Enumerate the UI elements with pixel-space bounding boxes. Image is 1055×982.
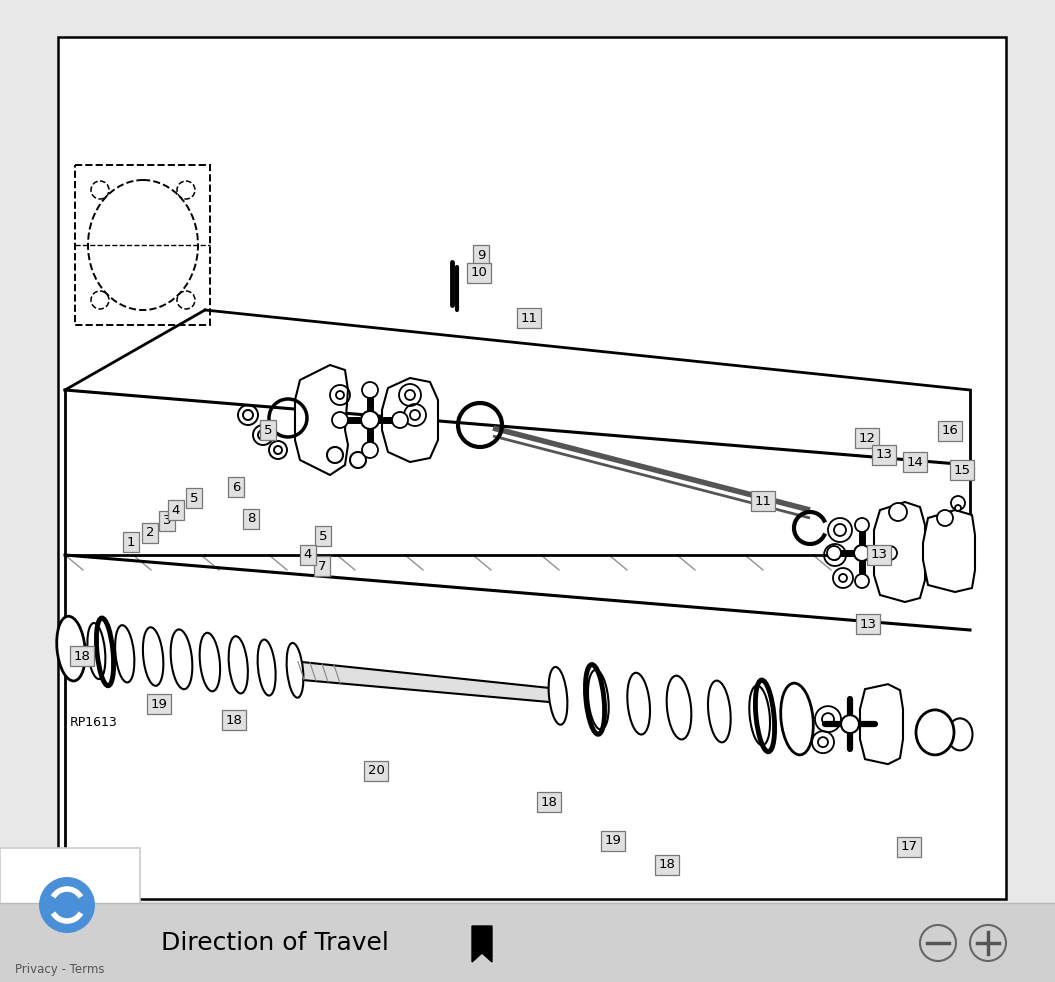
- Text: 11: 11: [520, 311, 537, 324]
- Text: 15: 15: [954, 464, 971, 476]
- Circle shape: [362, 382, 378, 398]
- Polygon shape: [923, 510, 975, 592]
- Ellipse shape: [781, 683, 813, 755]
- Text: 12: 12: [859, 431, 876, 445]
- Text: 5: 5: [190, 492, 198, 505]
- Ellipse shape: [287, 643, 304, 697]
- Text: 7: 7: [318, 560, 326, 573]
- Circle shape: [841, 715, 859, 734]
- Ellipse shape: [115, 626, 134, 682]
- Text: 20: 20: [367, 765, 384, 778]
- Text: 19: 19: [605, 835, 621, 847]
- Polygon shape: [860, 684, 903, 764]
- Ellipse shape: [199, 632, 220, 691]
- Polygon shape: [298, 662, 555, 702]
- Ellipse shape: [667, 676, 691, 739]
- Ellipse shape: [708, 681, 731, 742]
- Ellipse shape: [549, 667, 568, 725]
- Ellipse shape: [229, 636, 248, 693]
- Polygon shape: [472, 926, 492, 962]
- Ellipse shape: [257, 639, 275, 695]
- Circle shape: [332, 412, 348, 428]
- Circle shape: [392, 412, 408, 428]
- Text: 10: 10: [471, 266, 487, 280]
- Circle shape: [853, 545, 870, 561]
- Text: 13: 13: [870, 549, 887, 562]
- Ellipse shape: [749, 685, 770, 745]
- Ellipse shape: [142, 627, 164, 685]
- Text: 13: 13: [860, 618, 877, 630]
- Polygon shape: [382, 378, 438, 462]
- Circle shape: [39, 877, 95, 933]
- Circle shape: [951, 496, 965, 510]
- Text: 18: 18: [226, 714, 243, 727]
- Bar: [58, 37, 1006, 899]
- Text: 8: 8: [247, 513, 255, 525]
- Circle shape: [361, 411, 379, 429]
- Circle shape: [827, 546, 841, 560]
- Text: 16: 16: [941, 424, 958, 438]
- Polygon shape: [295, 365, 348, 475]
- Ellipse shape: [88, 623, 106, 679]
- Ellipse shape: [916, 710, 954, 755]
- Text: Direction of Travel: Direction of Travel: [161, 931, 389, 955]
- Text: 4: 4: [172, 504, 180, 517]
- Ellipse shape: [59, 621, 76, 676]
- Text: 6: 6: [232, 480, 241, 494]
- Polygon shape: [874, 502, 925, 602]
- Text: RP1613: RP1613: [70, 716, 118, 729]
- Text: 5: 5: [264, 423, 272, 437]
- Text: 19: 19: [151, 697, 168, 711]
- Text: 1: 1: [127, 535, 135, 549]
- Circle shape: [855, 574, 869, 588]
- Circle shape: [889, 503, 907, 521]
- Text: 13: 13: [876, 449, 893, 462]
- Circle shape: [883, 546, 897, 560]
- Ellipse shape: [57, 617, 85, 681]
- Text: 18: 18: [540, 795, 557, 808]
- Text: 9: 9: [477, 248, 485, 261]
- Circle shape: [362, 442, 378, 458]
- Ellipse shape: [947, 719, 973, 750]
- Text: 18: 18: [74, 649, 91, 663]
- Text: 3: 3: [162, 515, 171, 527]
- Text: 17: 17: [901, 841, 918, 853]
- Circle shape: [955, 505, 961, 511]
- Text: Privacy - Terms: Privacy - Terms: [15, 963, 104, 976]
- Bar: [0, 848, 140, 982]
- Ellipse shape: [628, 673, 650, 735]
- Text: 11: 11: [754, 495, 771, 508]
- Ellipse shape: [171, 629, 192, 689]
- Ellipse shape: [588, 670, 609, 730]
- Text: 5: 5: [319, 529, 327, 542]
- Text: 2: 2: [146, 526, 154, 539]
- Bar: [0, 903, 1055, 982]
- Text: 18: 18: [658, 858, 675, 871]
- Circle shape: [855, 518, 869, 532]
- Text: 14: 14: [906, 456, 923, 468]
- Circle shape: [937, 510, 953, 526]
- Text: 4: 4: [304, 549, 312, 562]
- Ellipse shape: [790, 690, 809, 748]
